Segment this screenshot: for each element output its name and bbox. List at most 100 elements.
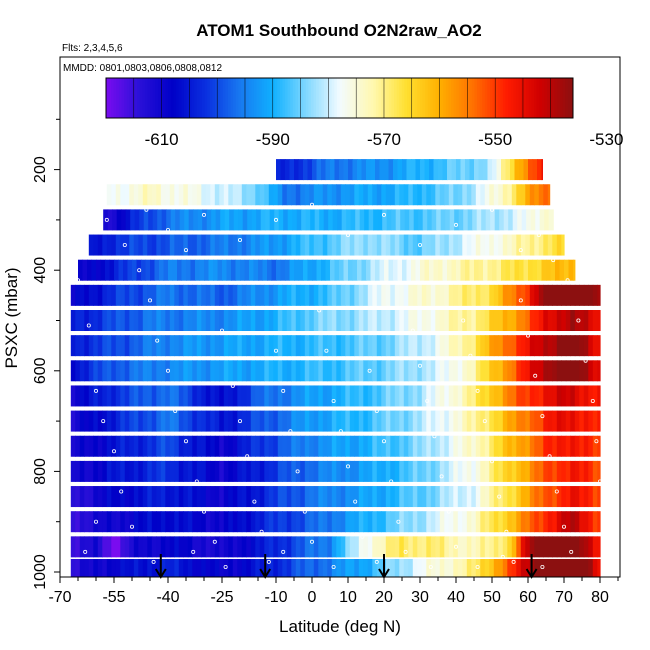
heat-cell <box>327 511 333 533</box>
heat-cell <box>561 335 567 357</box>
heat-cell <box>435 385 441 407</box>
colorbar-swatch <box>388 78 392 118</box>
heat-cell <box>493 360 499 382</box>
heat-cell <box>138 284 144 306</box>
colorbar-swatch <box>505 78 509 118</box>
heat-cell <box>273 435 279 457</box>
heat-cell <box>160 558 166 577</box>
sample-point <box>165 368 170 373</box>
heat-cell <box>169 486 175 508</box>
heat-cell <box>169 284 175 306</box>
heat-cell <box>462 536 468 558</box>
heat-cell <box>97 536 103 558</box>
heat-cell <box>273 335 279 357</box>
heat-cell <box>133 385 139 407</box>
heat-cell <box>294 159 300 181</box>
colorbar-swatch <box>419 78 424 118</box>
heat-cell <box>565 435 571 457</box>
heat-cell <box>448 310 454 331</box>
heat-cell <box>75 385 81 407</box>
heat-cell <box>418 209 424 231</box>
heat-cell <box>439 360 445 382</box>
heat-cell <box>424 159 430 181</box>
colorbar-swatch <box>129 78 133 118</box>
heat-cell <box>462 360 468 382</box>
heat-cell <box>165 184 171 206</box>
heat-cell <box>403 558 409 577</box>
heat-cell <box>313 435 319 457</box>
heat-cell <box>570 435 576 457</box>
heat-cell <box>487 159 493 181</box>
heat-cell <box>183 460 189 482</box>
heat-cell <box>160 234 166 256</box>
heat-cell <box>169 360 175 382</box>
heat-cell <box>402 259 408 281</box>
heat-cell <box>111 360 117 382</box>
heat-cell <box>535 209 541 231</box>
heat-cell <box>484 486 490 508</box>
heat-cell <box>498 234 504 256</box>
heat-cell <box>129 234 135 256</box>
heat-cell <box>493 435 499 457</box>
heat-cell <box>354 335 360 357</box>
heat-cell <box>268 385 274 407</box>
sample-point <box>417 242 422 247</box>
heat-cell <box>466 536 472 558</box>
heat-cell <box>327 234 333 256</box>
heat-cell <box>188 209 194 231</box>
heat-cell <box>237 460 243 482</box>
heat-cell <box>79 385 85 407</box>
heat-cell <box>417 234 423 256</box>
heat-cell <box>412 234 418 256</box>
colorbar-swatch <box>339 78 343 118</box>
heat-cell <box>367 435 373 457</box>
colorbar-swatch <box>365 78 369 118</box>
heat-cell <box>520 360 526 382</box>
heat-cell <box>382 209 388 231</box>
heat-cell <box>309 360 315 382</box>
heat-cell <box>97 234 103 256</box>
heat-cell <box>160 511 166 533</box>
heat-cell <box>124 284 130 306</box>
heat-cell <box>547 558 553 577</box>
heat-cell <box>210 385 216 407</box>
heat-cell <box>139 209 145 231</box>
heat-cell <box>93 310 99 331</box>
heat-cell <box>381 284 387 306</box>
heat-cell <box>205 511 211 533</box>
sample-point <box>230 383 235 388</box>
heat-cell <box>156 460 162 482</box>
heat-cell <box>543 410 549 432</box>
heat-cell <box>583 486 589 508</box>
heat-cell <box>318 360 324 382</box>
heat-cell <box>133 511 139 533</box>
heat-cell <box>480 335 486 357</box>
heat-cell <box>147 536 153 558</box>
heat-cell <box>196 184 202 206</box>
heat-cell <box>138 184 144 206</box>
heat-cell <box>462 284 468 306</box>
heat-cell <box>111 435 117 457</box>
heat-cell <box>349 310 355 331</box>
heat-cell <box>448 460 454 482</box>
heat-cell <box>399 435 405 457</box>
heat-cell <box>412 385 418 407</box>
sample-point <box>252 499 257 504</box>
heat-cell <box>259 511 265 533</box>
heat-cell <box>205 558 211 577</box>
heat-cell <box>534 511 540 533</box>
heat-cell <box>381 435 387 457</box>
heat-cell <box>165 310 171 331</box>
heat-cell <box>583 511 589 533</box>
colorbar-swatch <box>259 78 263 118</box>
heat-cell <box>340 184 346 206</box>
heat-cell <box>393 259 399 281</box>
heat-cell <box>503 209 509 231</box>
heat-cell <box>448 536 454 558</box>
heat-cell <box>516 184 522 206</box>
heat-cell <box>588 310 594 331</box>
heat-cell <box>552 284 558 306</box>
heat-cell <box>214 310 220 331</box>
heat-cell <box>79 335 85 357</box>
heat-cell <box>417 435 423 457</box>
